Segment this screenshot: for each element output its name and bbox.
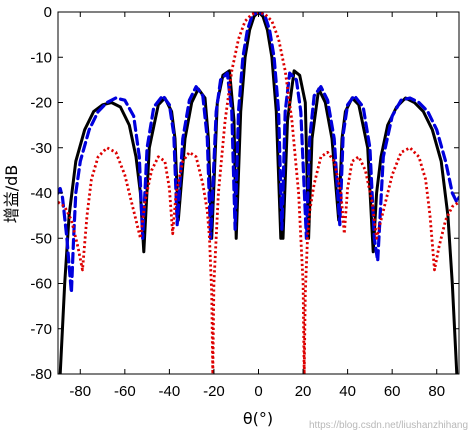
series-line-1-solid xyxy=(58,12,459,374)
series-line-3-dotted xyxy=(58,12,459,374)
plot-area xyxy=(57,11,460,375)
y-tick-label: -60 xyxy=(30,276,52,293)
y-tick-label: -70 xyxy=(30,321,52,338)
x-tick-label: 80 xyxy=(428,383,445,400)
x-tick-label: 0 xyxy=(254,383,262,400)
x-tick-label: 20 xyxy=(295,383,312,400)
x-tick-label: -80 xyxy=(69,383,91,400)
y-axis-label: 增益/dB xyxy=(2,165,21,224)
y-tick-label: -20 xyxy=(30,95,52,112)
x-tick-label: -60 xyxy=(114,383,136,400)
x-axis-ticks: -80 -60 -40 -20 0 20 40 60 80 xyxy=(69,12,445,400)
y-tick-label: -50 xyxy=(30,230,52,247)
watermark-text: https://blog.csdn.net/liushanzhihang xyxy=(309,420,468,431)
x-tick-label: -40 xyxy=(159,383,181,400)
y-tick-label: -40 xyxy=(30,185,52,202)
y-tick-label: 0 xyxy=(44,4,52,21)
x-tick-label: -20 xyxy=(203,383,225,400)
y-tick-label: -10 xyxy=(30,49,52,66)
y-tick-label: -80 xyxy=(30,366,52,383)
x-tick-label: 60 xyxy=(384,383,401,400)
x-tick-label: 40 xyxy=(339,383,356,400)
y-axis-ticks: 0 -10 -20 -30 -40 -50 -60 -70 -80 xyxy=(30,4,459,383)
series-line-2-dashed xyxy=(58,12,459,295)
y-tick-label: -30 xyxy=(30,140,52,157)
x-axis-label: θ(°) xyxy=(243,409,273,428)
plot-frame xyxy=(57,11,460,375)
